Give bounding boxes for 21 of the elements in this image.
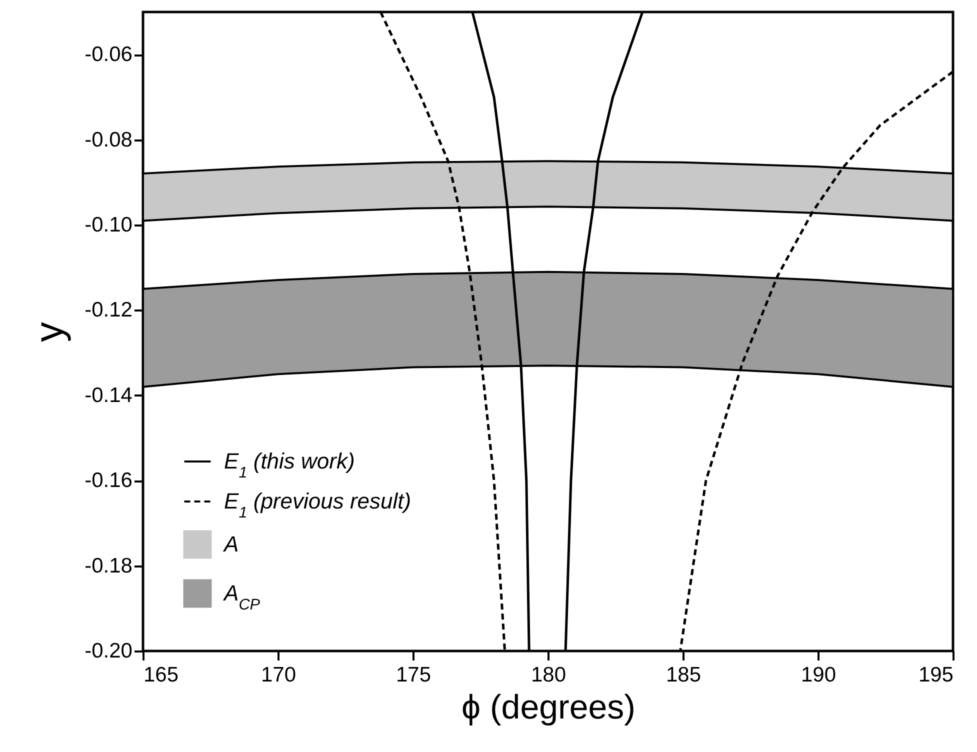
y-tick-label: -0.12	[84, 298, 132, 322]
y-tick-label: -0.18	[84, 554, 132, 578]
x-axis-title: ϕ (degrees)	[461, 688, 636, 726]
x-tick-label: 165	[144, 664, 179, 686]
y-tick-label: -0.08	[84, 128, 132, 152]
y-tick-label: -0.14	[84, 384, 133, 407]
x-tick-label: 190	[800, 664, 836, 686]
x-tick-label: 185	[666, 664, 702, 686]
x-tick-label: 175	[396, 664, 432, 686]
y-axis-title: y	[28, 322, 72, 342]
y-tick-label: -0.06	[84, 43, 132, 66]
y-tick-label: -0.20	[84, 640, 132, 662]
x-tick-label: 195	[918, 664, 954, 686]
y-tick-label: -0.10	[84, 214, 132, 236]
y-tick-label: -0.16	[84, 469, 132, 492]
legend-label: A	[222, 532, 239, 556]
legend-label: E$_{1}$ (this work)	[224, 448, 355, 481]
legend-label: A$_{CP}$	[222, 580, 261, 613]
x-tick-label: 170	[260, 664, 296, 686]
x-tick-label: 180	[530, 664, 566, 686]
legend-label: E$_{1}$ (previous result)	[224, 488, 412, 521]
